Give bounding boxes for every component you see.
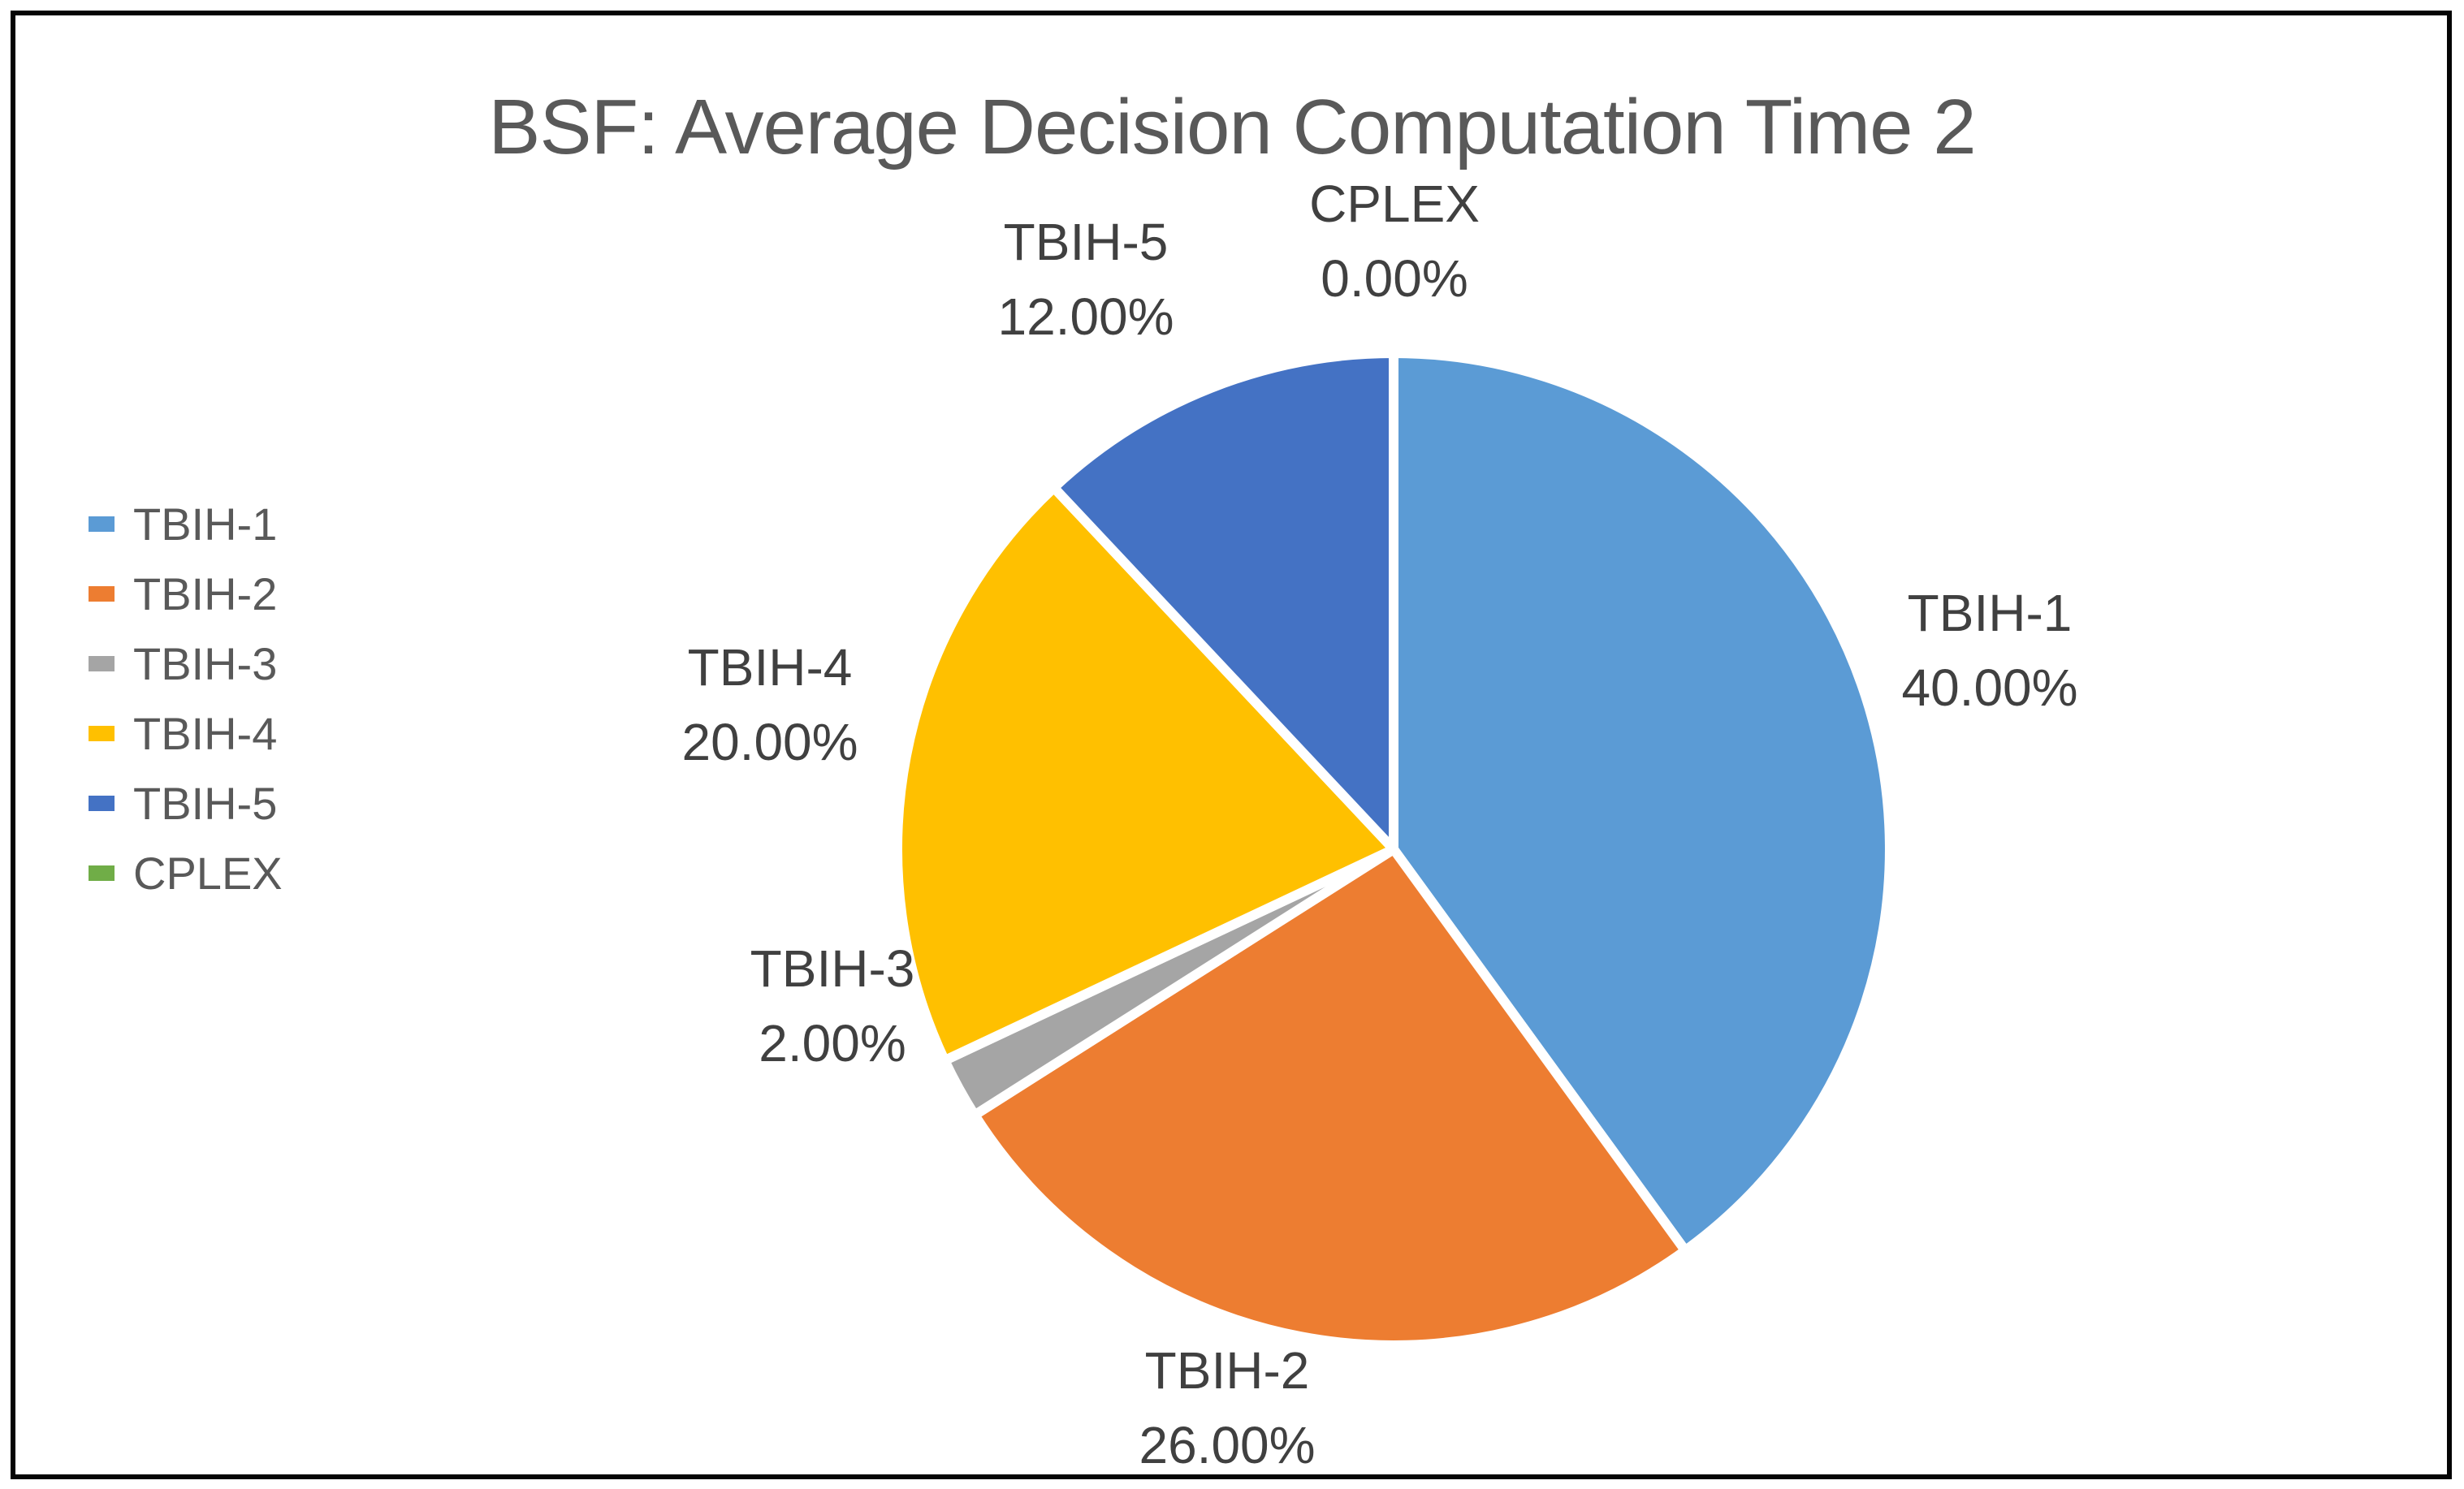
pie-slice-tbih-4	[893, 482, 1398, 1066]
legend-label: TBIH-2	[133, 568, 278, 619]
legend-label: TBIH-5	[133, 777, 278, 829]
legend-item-tbih-3: TBIH-3	[89, 628, 283, 698]
legend-swatch-tbih-4	[89, 725, 115, 741]
legend-item-cplex: CPLEX	[89, 838, 283, 908]
legend-swatch-tbih-1	[89, 516, 115, 532]
legend: TBIH-1 TBIH-2 TBIH-3 TBIH-4 TBIH-5 CPLEX	[89, 489, 283, 908]
pie-slice-tbih-5	[1048, 348, 1398, 854]
chart-title: BSF: Average Decision Computation Time 2	[488, 84, 1976, 170]
legend-label: TBIH-3	[133, 637, 278, 689]
legend-item-tbih-5: TBIH-5	[89, 768, 283, 838]
legend-label: TBIH-1	[133, 498, 278, 550]
legend-item-tbih-2: TBIH-2	[89, 559, 283, 628]
legend-label: TBIH-4	[133, 707, 278, 759]
legend-label: CPLEX	[133, 847, 283, 899]
legend-item-tbih-4: TBIH-4	[89, 698, 283, 768]
legend-swatch-tbih-2	[89, 585, 115, 602]
legend-item-tbih-1: TBIH-1	[89, 489, 283, 559]
legend-swatch-tbih-3	[89, 655, 115, 671]
legend-swatch-tbih-5	[89, 795, 115, 811]
pie-slice-tbih-2	[970, 844, 1691, 1350]
legend-swatch-cplex	[89, 865, 115, 881]
pie-slice-tbih-1	[1389, 348, 1895, 1256]
